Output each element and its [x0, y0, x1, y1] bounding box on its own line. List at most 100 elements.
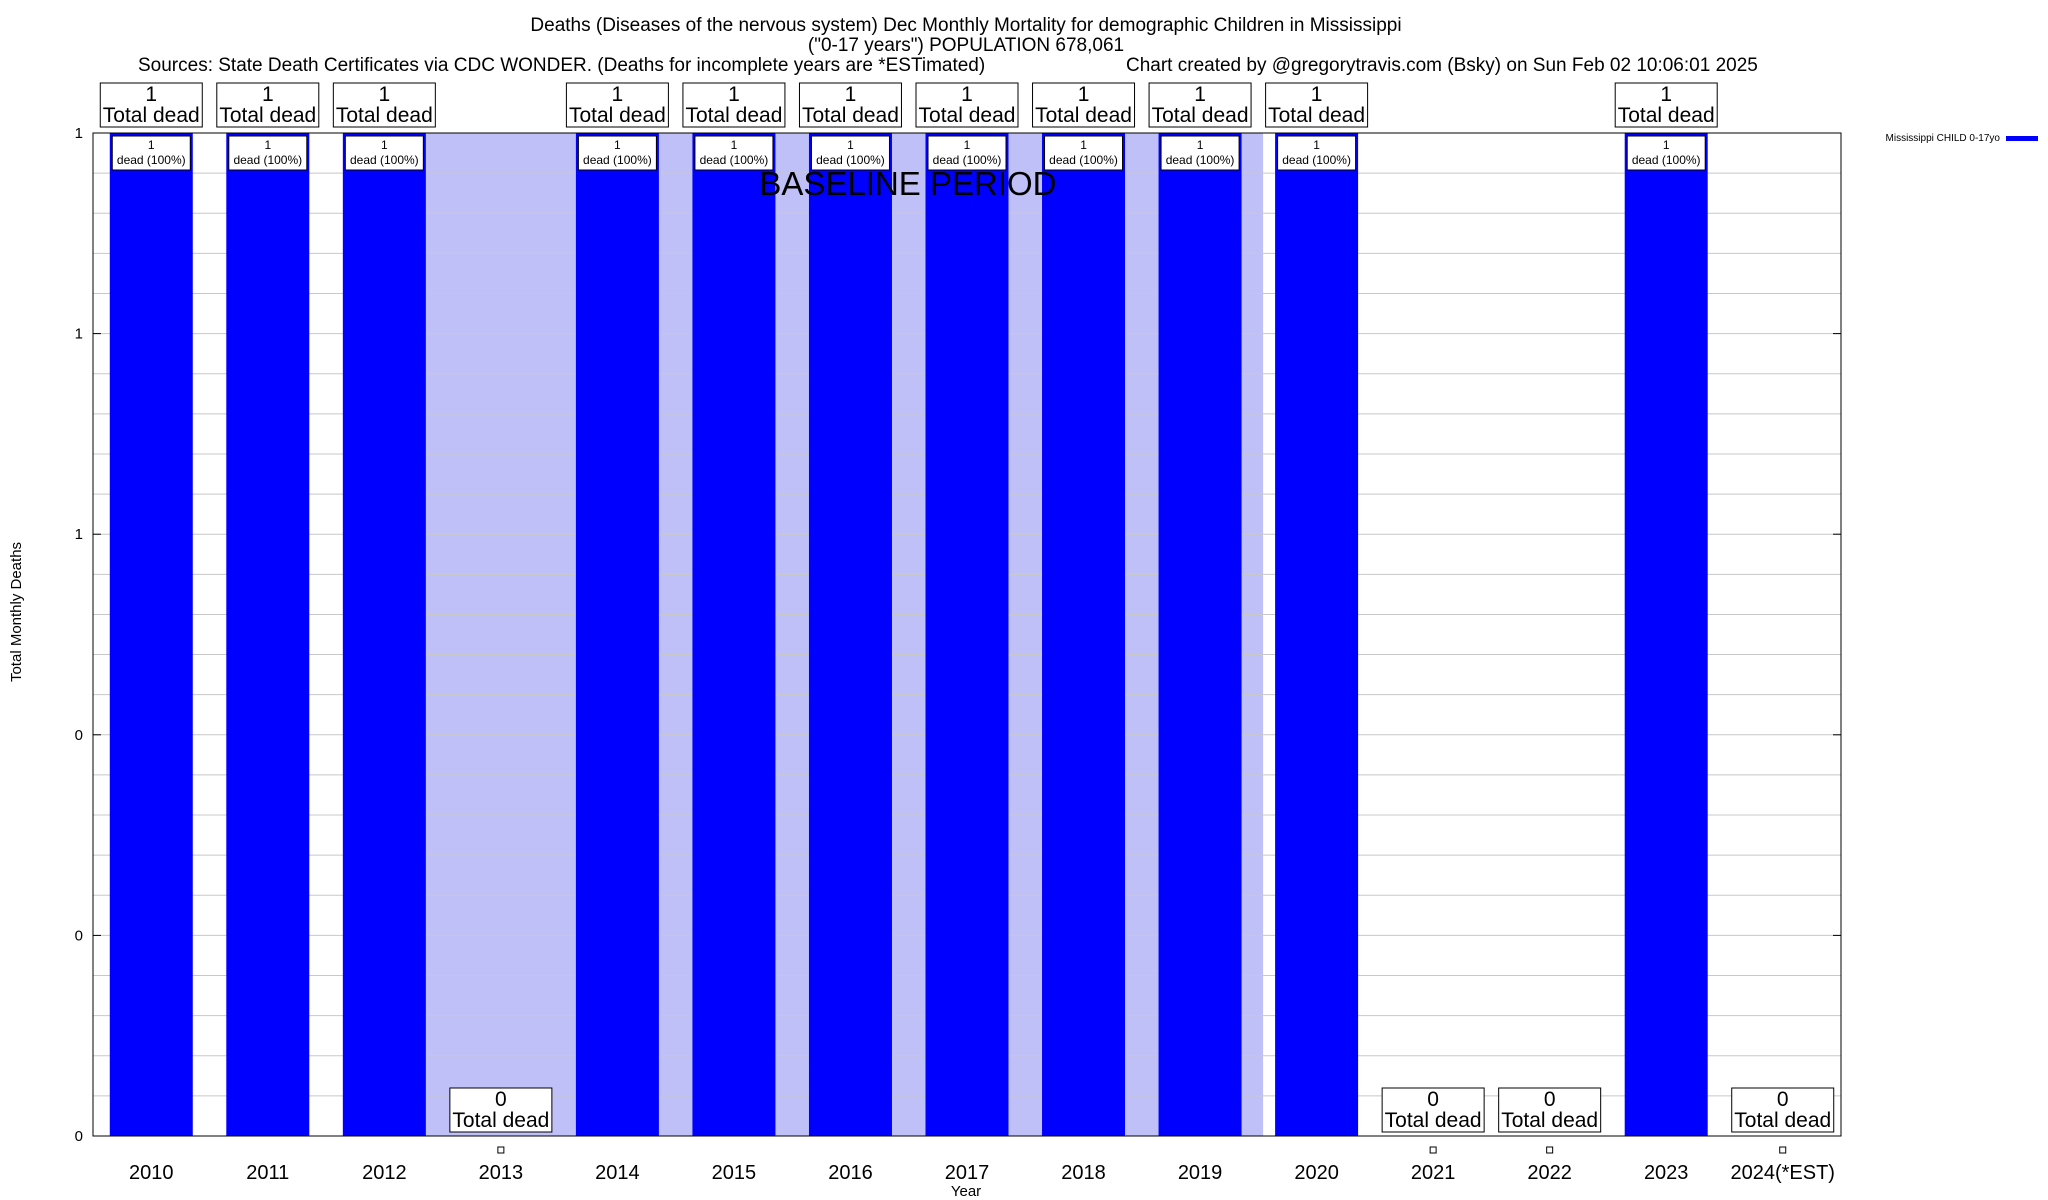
x-tick-label: 2023 [1644, 1162, 1689, 1184]
total-caption-label: Total dead [685, 104, 782, 127]
bar-value-label: 1 [381, 138, 388, 152]
total-box [1032, 82, 1136, 128]
bar-value-box [111, 135, 191, 171]
chart-titles: Deaths (Diseases of the nervous system) … [138, 15, 1758, 76]
bar-2020 [1275, 133, 1359, 1136]
bar-value-box [810, 135, 890, 171]
total-caption-label: Total dead [219, 104, 316, 127]
bar-value-label: 1 [1080, 138, 1087, 152]
bar-2014 [575, 133, 659, 1136]
bar-2018 [1042, 133, 1126, 1136]
bar-value-box [1044, 135, 1124, 171]
legend: Mississippi CHILD 0-17yo [1886, 133, 2038, 144]
bar-value-label: 1 [1663, 138, 1670, 152]
total-box [449, 1087, 553, 1133]
total-box [1731, 1087, 1835, 1133]
x-axis-ticks: 2010 2011 2012 2013 2014 2015 2016 2017 2018 2019… [129, 1162, 1835, 1184]
total-value-label: 1 [1194, 83, 1206, 106]
x-tick-label: 2014 [595, 1162, 640, 1184]
y-axis-label: Total Monthly Deaths [8, 542, 25, 682]
bar-caption-label: dead (100%) [933, 153, 1002, 167]
bar-value-label: 1 [847, 138, 854, 152]
total-value-label: 0 [495, 1088, 507, 1111]
total-caption-label: Total dead [336, 104, 433, 127]
bar-caption-label: dead (100%) [1282, 153, 1351, 167]
chart-credit: Chart created by @gregorytravis.com (Bsk… [1126, 55, 1758, 76]
x-tick-label: 2020 [1294, 1162, 1339, 1184]
bar-caption-label: dead (100%) [1049, 153, 1118, 167]
total-box [1498, 1087, 1602, 1133]
bar-value-box [927, 135, 1007, 171]
total-box [1265, 82, 1369, 128]
y-tick-label: 0 [75, 927, 83, 944]
bar-value-box [694, 135, 774, 171]
bar-caption-label: dead (100%) [350, 153, 419, 167]
zero-point-marker [497, 1146, 505, 1154]
total-value-label: 1 [728, 83, 740, 106]
x-tick-label: 2024(*EST) [1730, 1162, 1835, 1184]
x-tick-label: 2019 [1178, 1162, 1223, 1184]
x-axis-label: Year [951, 1183, 981, 1200]
total-value-label: 1 [1078, 83, 1090, 106]
x-tick-label: 2010 [129, 1162, 174, 1184]
bar-caption-label: dead (100%) [1166, 153, 1235, 167]
bar-value-label: 1 [1313, 138, 1320, 152]
bar-value-label: 1 [614, 138, 621, 152]
total-box [99, 82, 203, 128]
total-box [1148, 82, 1252, 128]
legend-entry-swatch [2006, 136, 2038, 141]
x-tick-label: 2016 [828, 1162, 873, 1184]
bar-value-box [577, 135, 657, 171]
bar-value-box [228, 135, 308, 171]
y-tick-label: 0 [75, 1128, 83, 1145]
bar-2011 [226, 133, 310, 1136]
y-tick-label: 0 [75, 727, 83, 744]
x-tick-label: 2018 [1061, 1162, 1106, 1184]
total-caption-label: Total dead [1152, 104, 1249, 127]
total-box [798, 82, 902, 128]
total-value-label: 1 [378, 83, 390, 106]
total-box [1614, 82, 1718, 128]
x-tick-label: 2011 [246, 1162, 289, 1184]
bar-2017 [925, 133, 1009, 1136]
bar-value-label: 1 [264, 138, 271, 152]
plot-frame [92, 132, 1842, 1137]
bar-caption-label: dead (100%) [117, 153, 186, 167]
bar-2019 [1158, 133, 1242, 1136]
total-caption-label: Total dead [1035, 104, 1132, 127]
bar-caption-label: dead (100%) [583, 153, 652, 167]
bar-value-box [1277, 135, 1357, 171]
bar-caption-label: dead (100%) [700, 153, 769, 167]
total-value-label: 1 [961, 83, 973, 106]
total-caption-label: Total dead [452, 1109, 549, 1132]
x-tick-label: 2022 [1527, 1162, 1572, 1184]
x-tick-label: 2013 [479, 1162, 524, 1184]
x-tick-label: 2017 [945, 1162, 990, 1184]
bar-2023 [1624, 133, 1708, 1136]
y-axis-ticks: 0 0 0 1 1 1 [75, 125, 1841, 1145]
total-value-label: 0 [1777, 1088, 1789, 1111]
chart-title-line-2: ("0-17 years") POPULATION 678,061 [808, 35, 1124, 56]
bar-2016 [808, 133, 892, 1136]
zero-point-marker [1546, 1146, 1554, 1154]
total-caption-label: Total dead [802, 104, 899, 127]
total-value-label: 1 [1311, 83, 1323, 106]
bar-value-label: 1 [148, 138, 155, 152]
total-box [216, 82, 320, 128]
total-box [915, 82, 1019, 128]
total-caption-label: Total dead [1734, 1109, 1831, 1132]
total-caption-label: Total dead [1618, 104, 1715, 127]
total-value-label: 1 [845, 83, 857, 106]
bar-caption-label: dead (100%) [233, 153, 302, 167]
y-tick-label: 1 [75, 125, 83, 142]
zero-point-marker [1779, 1146, 1787, 1154]
total-caption-label: Total dead [919, 104, 1016, 127]
chart-sources: Sources: State Death Certificates via CD… [138, 55, 985, 76]
total-caption-label: Total dead [103, 104, 200, 127]
total-box [565, 82, 669, 128]
total-caption-label: Total dead [1268, 104, 1365, 127]
bar-2012 [342, 133, 426, 1136]
total-value-label: 1 [612, 83, 624, 106]
bars-layer [109, 133, 1708, 1136]
